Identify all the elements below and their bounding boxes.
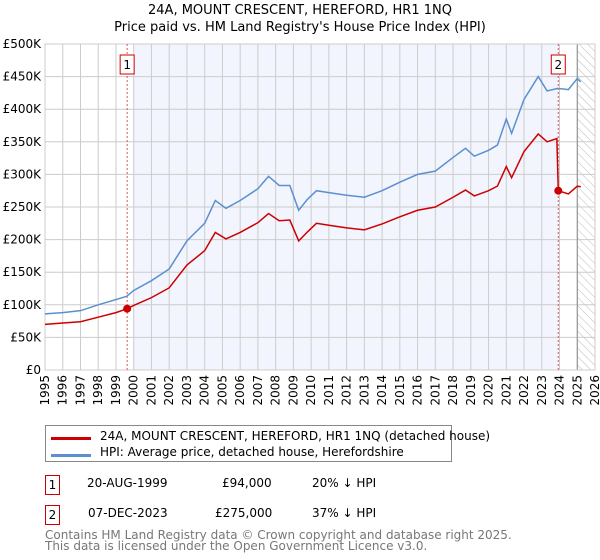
y-tick-label: £450K bbox=[3, 70, 43, 84]
legend-label-property: 24A, MOUNT CRESCENT, HEREFORD, HR1 1NQ (… bbox=[100, 429, 491, 443]
x-tick-label: 2001 bbox=[144, 375, 158, 406]
plot-border bbox=[44, 43, 596, 371]
x-tick-label: 2002 bbox=[162, 375, 176, 406]
x-tick-label: 2014 bbox=[375, 375, 389, 406]
legend-label-hpi: HPI: Average price, detached house, Here… bbox=[100, 445, 404, 459]
footer-licence: This data is licensed under the Open Gov… bbox=[45, 539, 428, 553]
transaction-marker: 2 bbox=[45, 505, 60, 525]
x-tick-label: 2005 bbox=[215, 375, 229, 406]
property-price-line bbox=[44, 132, 581, 326]
x-tick-label: 1995 bbox=[38, 375, 52, 406]
x-tick-label: 2011 bbox=[322, 375, 336, 406]
chart-subtitle: Price paid vs. HM Land Registry's House … bbox=[114, 20, 486, 35]
sale-label: 1 bbox=[123, 58, 131, 72]
transaction-hpi-diff: 20% ↓ HPI bbox=[312, 476, 377, 490]
legend-swatch-property bbox=[51, 437, 91, 440]
y-tick-label: £100K bbox=[3, 298, 43, 312]
x-tick-label: 2017 bbox=[428, 375, 442, 406]
x-tick-label: 2020 bbox=[482, 375, 496, 406]
legend-swatch-hpi bbox=[51, 454, 91, 457]
x-tick-label: 2008 bbox=[269, 375, 283, 406]
sale-label-box bbox=[550, 54, 566, 75]
x-tick-label: 2013 bbox=[357, 375, 371, 406]
x-tick-label: 2012 bbox=[340, 375, 354, 406]
y-tick-label: £400K bbox=[3, 102, 43, 116]
x-tick-label: 2018 bbox=[446, 375, 460, 406]
x-tick-label: 2015 bbox=[393, 375, 407, 406]
transaction-price: £94,000 bbox=[222, 476, 272, 490]
sale-label: 2 bbox=[554, 58, 562, 72]
x-tick-label: 2007 bbox=[251, 375, 265, 406]
x-tick-label: 2004 bbox=[198, 375, 212, 406]
plot-area: 1995 1996 1997 1998 1999 2000 2001 2002 2003 2004… bbox=[3, 37, 600, 406]
hpi-line bbox=[44, 75, 582, 315]
footer-copyright: Contains HM Land Registry data © Crown c… bbox=[45, 528, 512, 542]
transaction-date: 07-DEC-2023 bbox=[88, 506, 168, 520]
y-tick-label: £150K bbox=[3, 265, 43, 279]
y-tick-label: £50K bbox=[10, 330, 42, 344]
transaction-hpi-diff: 37% ↓ HPI bbox=[312, 506, 377, 520]
y-tick-label: £350K bbox=[3, 135, 43, 149]
y-tick-label: £200K bbox=[3, 233, 43, 247]
transaction-date: 20-AUG-1999 bbox=[87, 476, 168, 490]
transaction-price: £275,000 bbox=[215, 506, 273, 520]
sale-label-box bbox=[119, 54, 135, 75]
y-tick-label: £300K bbox=[3, 167, 43, 181]
x-tick-label: 2022 bbox=[517, 375, 531, 406]
x-tick-label: 2021 bbox=[499, 375, 513, 406]
x-tick-label: 2026 bbox=[588, 375, 600, 406]
chart-title: 24A, MOUNT CRESCENT, HEREFORD, HR1 1NQ bbox=[148, 3, 452, 18]
y-tick-label: £500K bbox=[3, 37, 43, 51]
x-tick-label: 2003 bbox=[180, 375, 194, 406]
x-tick-label: 2009 bbox=[286, 375, 300, 406]
x-tick-label: 1999 bbox=[109, 375, 123, 406]
x-tick-label: 2019 bbox=[464, 375, 478, 406]
y-tick-label: £250K bbox=[3, 200, 43, 214]
transaction-marker: 1 bbox=[45, 475, 60, 495]
x-tick-label: 2024 bbox=[553, 375, 567, 406]
x-tick-label: 1996 bbox=[56, 375, 70, 406]
x-tick-label: 2006 bbox=[233, 375, 247, 406]
x-tick-label: 2025 bbox=[570, 375, 584, 406]
x-tick-label: 1998 bbox=[91, 375, 105, 406]
x-tick-label: 2010 bbox=[304, 375, 318, 406]
x-tick-label: 2023 bbox=[535, 375, 549, 406]
legend: 24A, MOUNT CRESCENT, HEREFORD, HR1 1NQ (… bbox=[45, 425, 490, 462]
sale-point bbox=[123, 304, 132, 313]
x-tick-label: 2016 bbox=[411, 375, 425, 406]
sale-point bbox=[554, 186, 563, 195]
x-tick-label: 1997 bbox=[73, 375, 87, 406]
y-tick-label: £0 bbox=[26, 363, 41, 377]
x-tick-label: 2000 bbox=[127, 375, 141, 406]
